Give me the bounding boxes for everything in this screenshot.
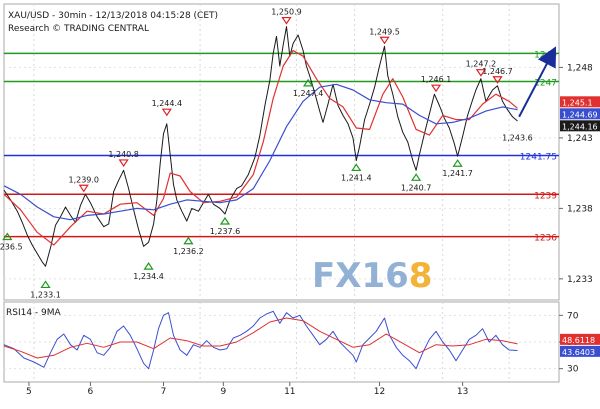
swing-high-marker xyxy=(492,76,503,84)
swing-low-marker xyxy=(219,216,231,225)
swing-high-marker xyxy=(430,84,442,93)
x-tick-label: 6 xyxy=(88,387,94,397)
series-layer xyxy=(3,26,557,370)
x-tick-label: 9 xyxy=(220,387,226,397)
research-credit: Research © TRADING CENTRAL xyxy=(8,24,149,34)
x-tick-label: 5 xyxy=(26,387,32,397)
swing-low-marker xyxy=(183,236,194,245)
level-label-1236: 1236 xyxy=(534,234,557,244)
swing-high-marker xyxy=(78,184,89,193)
value-tag-label: 1,244.69 xyxy=(562,110,598,119)
swing-high-label: 1,244.4 xyxy=(152,99,183,108)
swing-high-marker xyxy=(475,69,487,77)
y-tick-label: 1,248 xyxy=(567,63,593,73)
forecast-arrow xyxy=(518,46,557,118)
series-price xyxy=(3,26,518,267)
level-label-1239: 1239 xyxy=(534,191,557,201)
value-tag-label: 1,245.1 xyxy=(562,98,593,107)
price-tags: 1,245.1 1,244.69 1,244.16 48.6118 43.6403 xyxy=(560,96,600,357)
swing-high-marker xyxy=(281,16,292,25)
level-lines: 1249 1247 1241.75 1239 1236 xyxy=(4,50,559,244)
series-ma_fast xyxy=(3,49,518,246)
rsi-panel xyxy=(3,301,560,383)
x-tick-label: 13 xyxy=(457,387,468,397)
price-note-label: 1,243.6 xyxy=(502,133,533,142)
y-tick-label: 1,238 xyxy=(567,204,593,214)
x-tick-label: 12 xyxy=(374,387,385,397)
swing-low-label: 1,247.4 xyxy=(293,89,324,98)
swing-low-label: 1,234.4 xyxy=(133,272,164,281)
annotation-layer: 1,236.5 1,233.1 1,239.0 1,240.8 1,234.4 1,244… xyxy=(0,8,533,300)
swing-low-label: 1,241.7 xyxy=(442,169,473,178)
value-tag-label: 43.6403 xyxy=(562,348,595,357)
swing-high-label: 1,240.8 xyxy=(108,150,139,159)
rsi-y-tick-label: 70 xyxy=(567,311,579,321)
symbol-title: XAU/USD - 30min - 12/13/2018 04:15:28 (C… xyxy=(8,11,218,21)
swing-low-label: 1,233.1 xyxy=(30,290,61,299)
swing-low-marker xyxy=(40,280,51,289)
swing-low-marker xyxy=(2,232,13,241)
swing-low-marker xyxy=(452,159,463,167)
value-tag-bg xyxy=(560,108,600,120)
level-label-1247: 1247 xyxy=(534,79,557,89)
value-tag-bg xyxy=(560,345,600,357)
series-rsi xyxy=(3,310,518,370)
fx168-watermark-text: FX168 xyxy=(312,256,432,296)
watermark-fx16: FX16 xyxy=(312,256,409,296)
swing-high-marker xyxy=(161,108,172,117)
watermark-8: 8 xyxy=(409,256,433,296)
swing-low-marker xyxy=(351,163,362,172)
rsi-title: RSI14 - 9MA xyxy=(6,308,62,318)
value-tag-bg xyxy=(560,333,600,345)
swing-high-marker xyxy=(379,36,390,45)
value-tag-bg xyxy=(560,120,600,132)
swing-low-label: 1,236.2 xyxy=(173,247,204,256)
value-tag-label: 48.6118 xyxy=(562,336,595,345)
y-tick-label: 1,233 xyxy=(567,275,593,285)
swing-high-label: 1,246.7 xyxy=(482,67,513,76)
x-tick-label: 7 xyxy=(161,387,167,397)
swing-low-label: 1,241.4 xyxy=(341,173,372,182)
series-rsi_ma xyxy=(3,317,518,359)
swing-high-label: 1,239.0 xyxy=(68,175,99,184)
series-ma_slow xyxy=(3,83,518,221)
swing-low-marker xyxy=(143,262,154,270)
watermark: FX168 xyxy=(312,256,432,296)
value-tag-bg xyxy=(560,96,600,108)
swing-low-label: 1,240.7 xyxy=(401,183,432,192)
swing-high-label: 1,249.5 xyxy=(369,27,400,36)
swing-high-marker xyxy=(118,159,129,167)
swing-high-label: 1,246.1 xyxy=(421,75,452,84)
swing-low-label: 1,237.6 xyxy=(210,227,241,236)
value-tag-label: 1,244.16 xyxy=(562,122,598,131)
y-tick-label: 1,243 xyxy=(567,134,593,144)
swing-high-label: 1,247.2 xyxy=(466,60,497,69)
swing-low-marker xyxy=(302,78,314,87)
price-panel xyxy=(3,3,560,301)
x-tick-label: 11 xyxy=(284,387,295,397)
rsi-y-tick-label: 30 xyxy=(567,365,579,375)
level-label-1249: 1249 xyxy=(534,50,557,60)
swing-low-label: 1,236.5 xyxy=(0,243,23,252)
swing-high-label: 1,250.9 xyxy=(271,8,302,17)
level-label-1241.75: 1241.75 xyxy=(520,153,557,163)
swing-low-marker xyxy=(410,173,422,181)
